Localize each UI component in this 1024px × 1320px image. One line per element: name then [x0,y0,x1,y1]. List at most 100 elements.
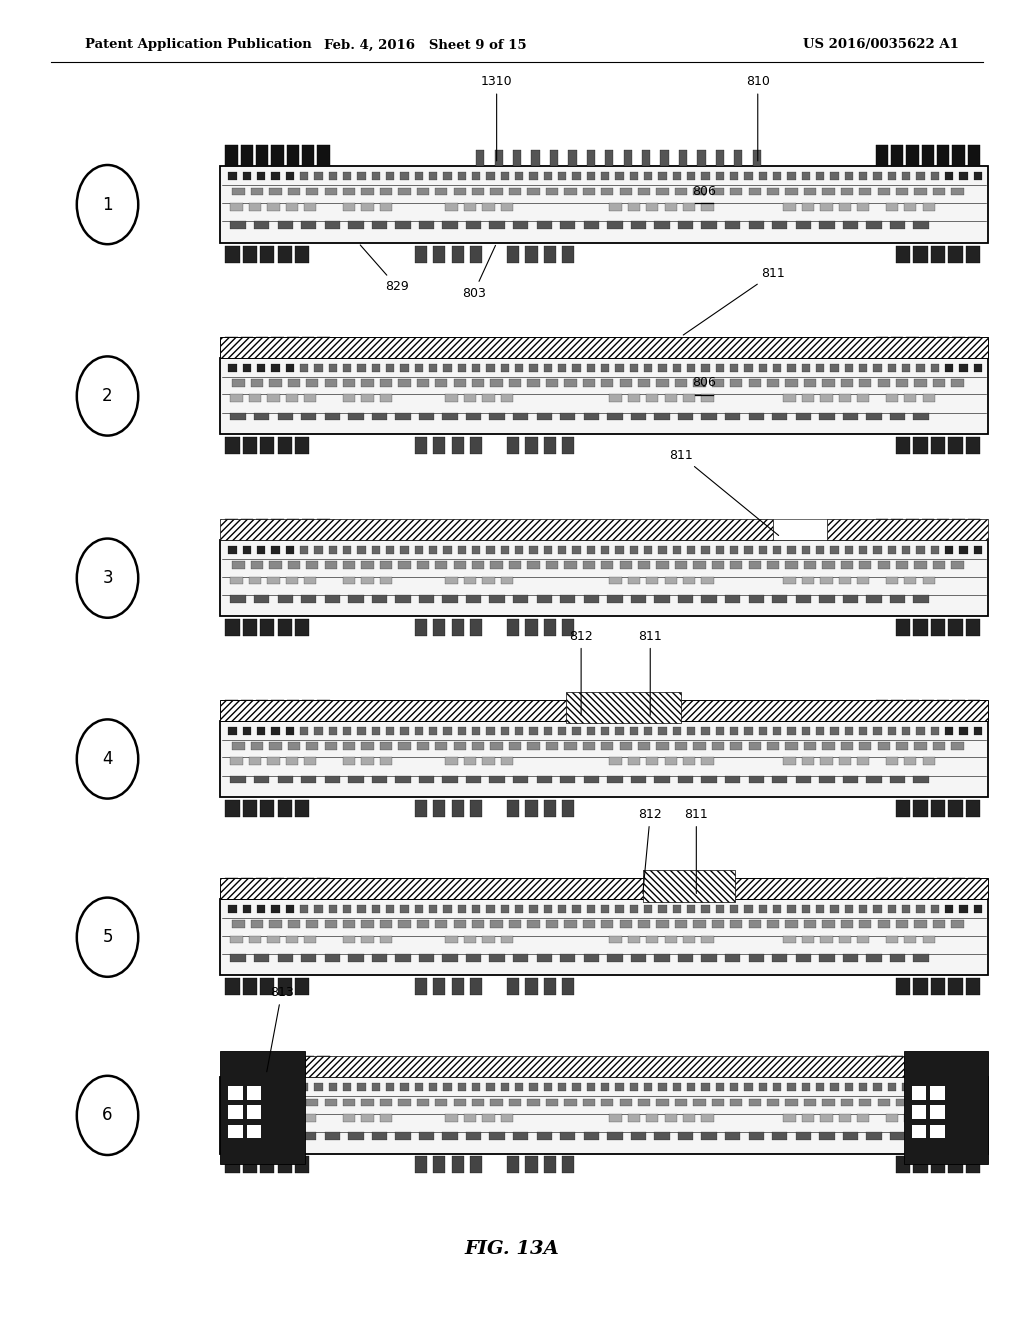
Bar [896,561,908,569]
Bar [749,920,761,928]
Bar [267,577,280,585]
Bar [656,1098,669,1106]
Bar [693,1098,706,1106]
Bar [888,1084,896,1090]
Bar [572,546,581,553]
Bar [343,395,355,403]
Bar [830,173,839,180]
Bar [435,187,447,195]
Bar [302,519,314,540]
Bar [679,1061,687,1077]
Bar [624,883,632,899]
Bar [550,883,558,899]
Bar [819,595,835,603]
Bar [278,978,292,995]
Bar [501,395,513,403]
Bar [753,1061,761,1077]
Bar [891,145,903,166]
Bar [544,437,556,454]
Bar [442,222,458,230]
Bar [845,364,853,371]
Bar [395,776,411,784]
Bar [931,1084,939,1090]
Bar [658,364,667,371]
Bar [716,150,724,166]
Bar [642,342,650,358]
Bar [415,800,427,817]
Bar [286,758,298,766]
Bar [560,1133,575,1140]
Bar [501,577,513,585]
Bar [260,246,274,263]
Bar [785,920,798,928]
Bar [527,561,540,569]
Bar [395,954,411,962]
Bar [631,954,646,962]
Bar [646,758,658,766]
Bar [914,379,927,387]
Bar [913,413,929,421]
Bar [716,173,724,180]
Bar [931,437,945,454]
Bar [873,906,882,912]
Bar [744,906,753,912]
Bar [271,727,280,734]
Bar [361,920,374,928]
Bar [386,173,394,180]
Bar [916,906,925,912]
Bar [357,1084,366,1090]
Bar [630,727,638,734]
Bar [260,1156,274,1173]
Bar [429,906,437,912]
Bar [357,906,366,912]
Bar [605,883,613,899]
Bar [642,883,650,899]
Bar [952,700,965,721]
Bar [911,1105,926,1119]
Bar [843,954,858,962]
Bar [914,561,927,569]
Bar [482,758,495,766]
Bar [317,337,330,358]
Bar [249,936,261,944]
Bar [470,1156,482,1173]
Bar [348,954,364,962]
Bar [269,1098,282,1106]
Bar [271,1084,280,1090]
Bar [896,742,908,750]
Bar [873,727,882,734]
Bar [445,936,458,944]
Bar [343,203,355,211]
Bar [922,878,934,899]
Bar [687,906,695,912]
Bar [665,577,677,585]
Bar [562,619,574,636]
Bar [701,1114,714,1122]
Bar [896,1156,910,1173]
Bar [607,413,623,421]
Bar [228,727,237,734]
Bar [225,519,238,540]
Circle shape [77,356,138,436]
Bar [527,379,540,387]
Bar [859,364,867,371]
Bar [902,1084,910,1090]
Bar [225,1056,238,1077]
Bar [415,727,423,734]
Bar [301,776,316,784]
Bar [693,742,706,750]
Bar [220,700,988,721]
Bar [968,1056,980,1077]
Bar [278,1133,293,1140]
Bar [701,395,714,403]
Bar [343,187,355,195]
Bar [251,379,263,387]
Bar [564,561,577,569]
Bar [546,187,558,195]
Bar [472,727,480,734]
Bar [513,1061,521,1077]
Bar [509,379,521,387]
Bar [476,705,484,721]
Bar [380,561,392,569]
Bar [866,1133,882,1140]
